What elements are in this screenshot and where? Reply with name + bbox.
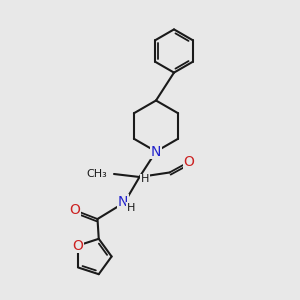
Text: H: H (127, 203, 135, 213)
Text: O: O (70, 203, 80, 217)
Text: CH₃: CH₃ (87, 169, 107, 179)
Text: N: N (151, 145, 161, 158)
Text: O: O (184, 155, 194, 169)
Text: O: O (73, 238, 83, 253)
Text: H: H (141, 174, 149, 184)
Text: N: N (118, 195, 128, 209)
